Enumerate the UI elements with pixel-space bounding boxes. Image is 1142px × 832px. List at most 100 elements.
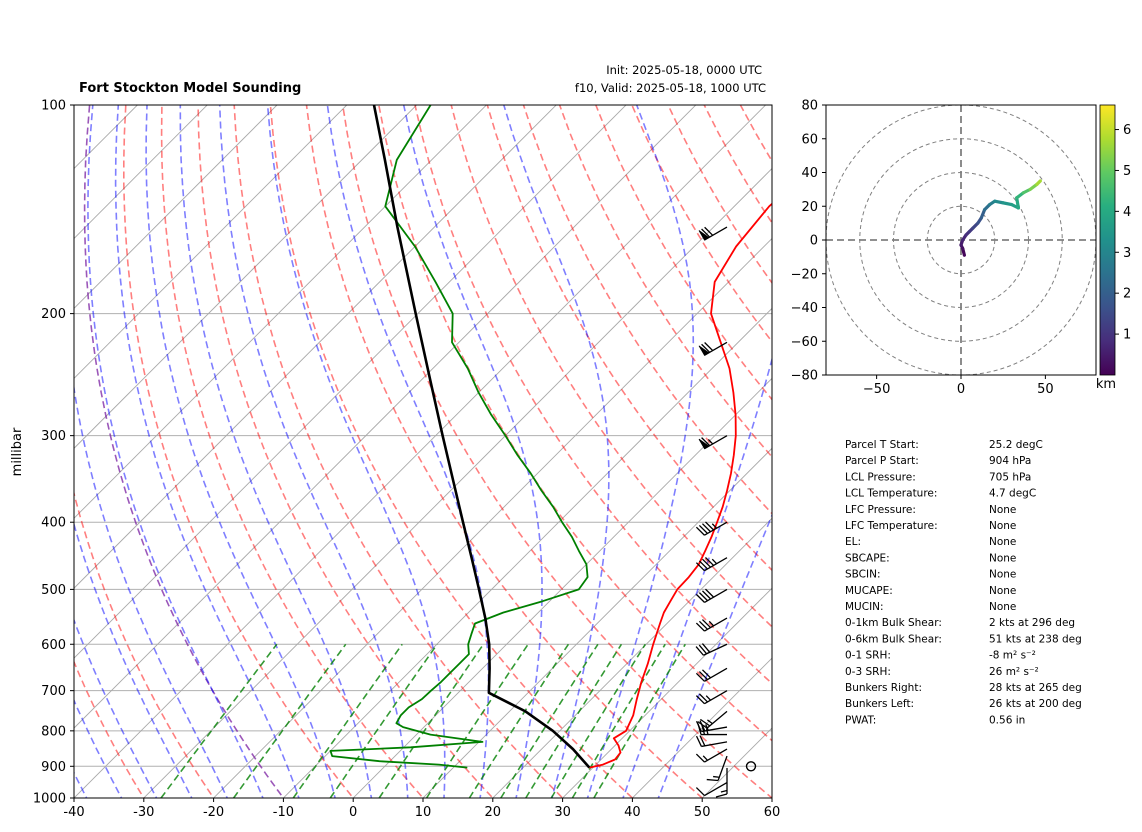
barb-full — [705, 588, 715, 598]
y-tick-label: 900 — [41, 760, 66, 775]
isotherm-line — [74, 105, 208, 240]
barb-full — [695, 720, 702, 732]
barb-full — [698, 693, 708, 703]
moist-adiabat-line — [74, 521, 193, 798]
barb-half — [705, 728, 709, 735]
wind-barb — [695, 556, 728, 572]
wind-barb — [695, 781, 728, 797]
barb-full — [695, 753, 705, 763]
wind-barb — [698, 435, 728, 450]
barb-shaft — [704, 781, 728, 797]
parameter-label: LFC Temperature: — [845, 520, 938, 532]
isotherm-line — [492, 517, 772, 798]
isotherm-line — [143, 167, 772, 798]
parameter-value: None — [989, 552, 1016, 564]
parameter-label: Bunkers Left: — [845, 698, 914, 710]
moist-adiabat-line — [74, 698, 123, 798]
isotherm-line — [74, 105, 767, 798]
barb-half — [708, 620, 715, 627]
dewpoint-line — [329, 105, 589, 769]
parameter-row: Bunkers Left: 26 kts at 200 deg — [845, 698, 1082, 710]
valid-label: f10, Valid: 2025-05-18, 1000 UTC — [575, 81, 766, 95]
moist-adiabat-lines — [74, 105, 772, 798]
wind-barb — [698, 341, 728, 356]
parameter-label: MUCAPE: — [845, 585, 893, 597]
dry-adiabat-line — [197, 105, 494, 798]
wind-barb — [695, 735, 728, 748]
barb-half — [702, 755, 708, 761]
parameter-row: LCL Pressure: 705 hPa — [845, 471, 1031, 483]
hodo-y-tick-label: 20 — [801, 200, 818, 215]
x-tick-label: 10 — [415, 805, 432, 820]
barb-full — [698, 592, 708, 602]
barb-full — [701, 343, 711, 353]
barb-full — [695, 593, 705, 603]
isotherm-line — [212, 237, 772, 798]
barb-full — [698, 644, 708, 655]
dry-adiabat-line — [414, 105, 772, 685]
y-axis-label: millibar — [10, 427, 25, 476]
parameter-label: LCL Temperature: — [845, 488, 937, 500]
barb-flag — [698, 230, 710, 241]
barb-shaft — [703, 643, 728, 656]
colorbar-tick-label: 5 — [1123, 164, 1131, 179]
barb-full — [706, 778, 719, 782]
moist-adiabat-line — [402, 105, 543, 798]
dry-adiabat-lines — [74, 105, 772, 798]
barb-full — [705, 556, 715, 566]
barb-full — [699, 735, 706, 747]
parameter-row: 0-3 SRH: 26 m² s⁻² — [845, 666, 1039, 678]
parameter-row: SBCIN: None — [845, 569, 1016, 581]
hodo-x-tick-label: −50 — [863, 382, 890, 397]
isotherm-line — [771, 797, 772, 798]
barb-half — [711, 558, 718, 565]
barb-full — [704, 342, 714, 352]
parameter-value: -8 m² s⁻² — [989, 650, 1036, 662]
wind-barb — [695, 720, 728, 733]
hodograph-panel: −50 0 50 80 60 40 20 0 −20 −40 −60 −80 1 2 3 4 5 6 km — [791, 99, 1132, 398]
parameter-value: 2 kts at 296 deg — [989, 617, 1075, 629]
init-label: Init: 2025-05-18, 0000 UTC — [606, 63, 762, 77]
barb-full — [701, 558, 712, 568]
skewt-y-axis: 100 200 300 400 500 600 700 800 900 1000 — [33, 99, 74, 807]
parameter-row: LFC Temperature: None — [845, 520, 1016, 532]
isotherm-line — [74, 105, 627, 659]
y-tick-label: 400 — [41, 516, 66, 531]
dry-adiabat-line — [486, 105, 772, 572]
barb-full — [705, 521, 715, 531]
barb-shaft — [704, 748, 728, 763]
moist-adiabat-line — [586, 105, 695, 798]
mixing-ratio-line — [571, 643, 666, 798]
dry-adiabat-line — [74, 659, 145, 798]
wind-barb — [715, 767, 728, 798]
barb-full — [701, 228, 711, 238]
mixing-ratio-line — [425, 643, 529, 798]
barb-full — [701, 643, 711, 653]
barb-full — [698, 560, 708, 570]
mixing-ratio-line — [329, 643, 438, 798]
barb-full — [695, 526, 705, 536]
moist-adiabat-line — [622, 356, 772, 798]
y-tick-label: 700 — [41, 684, 66, 699]
parameter-row: Parcel T Start: 25.2 degC — [845, 439, 1043, 451]
x-tick-label: -10 — [273, 805, 294, 820]
hodograph-trace — [959, 179, 1042, 257]
parameter-value: 4.7 degC — [989, 488, 1036, 500]
isobar-gridlines — [74, 105, 772, 798]
parameter-value: None — [989, 585, 1016, 597]
dry-adiabat-line — [558, 105, 772, 458]
x-tick-label: -20 — [203, 805, 224, 820]
skewt-background-lines — [74, 105, 772, 798]
x-tick-label: 60 — [764, 805, 781, 820]
wind-barb — [695, 690, 728, 705]
barb-full — [698, 620, 708, 630]
parameter-row: 0-6km Bulk Shear: 51 kts at 238 deg — [845, 633, 1082, 645]
parameter-row: LCL Temperature: 4.7 degC — [845, 488, 1036, 500]
mixing-ratio-line — [468, 643, 570, 798]
parameter-value: 904 hPa — [989, 455, 1031, 467]
hodo-y-tick-label: −60 — [791, 335, 818, 350]
x-tick-label: -30 — [133, 805, 154, 820]
hodo-x-tick-label: 50 — [1037, 382, 1054, 397]
hodo-y-tick-label: 60 — [801, 132, 818, 147]
mixing-ratio-line — [232, 643, 347, 798]
